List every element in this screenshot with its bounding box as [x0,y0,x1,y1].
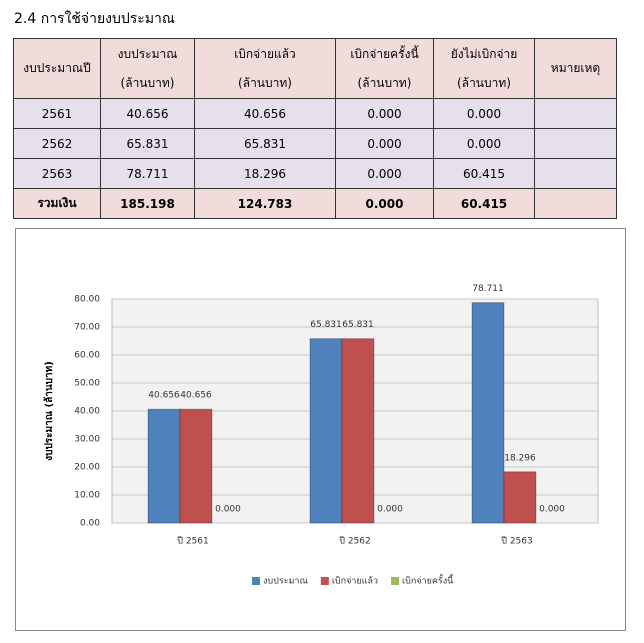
cell: 65.831 [100,128,195,159]
cell: 60.415 [433,158,535,189]
header-row: งบประมาณปี งบประมาณ (ล้านบาท) เบิกจ่ายแล้ว (… [13,38,617,99]
y-tick-label: 10.00 [74,491,100,501]
cell: 60.415 [433,188,535,219]
data-label: 78.711 [472,284,504,294]
header-cell: งบประมาณปี [13,38,101,99]
cell: 0.000 [433,128,535,159]
data-label: 0.000 [377,505,403,515]
header-cell: เบิกจ่ายครั้งนี้ (ล้านบาท) [335,38,434,99]
data-label: 65.831 [310,320,342,330]
header-cell: ยังไม่เบิกจ่าย (ล้านบาท) [433,38,535,99]
cell: 0.000 [433,98,535,129]
total-row: รวมเงิน 185.198 124.783 0.000 60.415 [13,188,617,219]
legend-swatch [320,577,329,585]
legend-label: เบิกจ่ายครั้งนี้ [402,574,454,587]
empty-cell [534,188,617,219]
y-tick-label: 50.00 [74,379,100,389]
empty-cell [534,128,617,159]
cell: 0.000 [335,128,434,159]
data-row: 2563 78.711 18.296 0.000 60.415 [13,158,617,189]
y-tick-label: 80.00 [74,295,100,305]
data-label: 0.000 [539,505,565,515]
bar [179,408,213,524]
cell: 18.296 [194,158,336,189]
data-label: 18.296 [504,453,536,463]
header-text: หมายเหตุ [550,61,601,75]
x-tick-label: ปี 2563 [501,536,533,547]
bar [309,338,343,524]
cell: 2562 [13,128,101,159]
cell: 65.831 [194,128,336,159]
header-cell: หมายเหตุ [534,38,617,99]
header-text: (ล้านบาท) [457,75,511,90]
x-tick-label: ปี 2562 [339,536,371,547]
data-row: 2561 40.656 40.656 0.000 0.000 [13,98,617,129]
y-tick-label: 40.00 [74,407,100,417]
y-tick-label: 30.00 [74,435,100,445]
legend-label: เบิกจ่ายแล้ว [332,576,378,587]
cell: รวมเงิน [13,188,101,219]
cell: 0.000 [335,98,434,129]
data-label: 40.656 [148,391,180,401]
cell: 2563 [13,158,101,189]
heading: 2.4 การใช้จ่ายงบประมาณ [14,11,175,27]
header-text: (ล้านบาท) [357,75,412,90]
bar [503,471,537,524]
legend-label: งบประมาณ [263,577,308,587]
y-tick-label: 70.00 [74,323,100,333]
bar [147,408,181,524]
data-label: 0.000 [215,505,241,515]
cell: 40.656 [194,98,336,129]
data-label: 40.656 [180,391,212,401]
y-tick-label: 0.00 [80,519,100,529]
empty-cell [534,158,617,189]
header-text: งบประมาณ [117,46,178,61]
legend-swatch [391,577,400,585]
x-tick-label: ปี 2561 [177,536,209,547]
cell: 0.000 [335,158,434,189]
cell: 78.711 [100,158,195,189]
header-cell: งบประมาณ (ล้านบาท) [100,38,195,99]
y-tick-label: 20.00 [74,463,100,473]
data-row: 2562 65.831 65.831 0.000 0.000 [13,128,617,159]
cell: 124.783 [194,188,336,219]
header-text: งบประมาณปี [23,61,91,75]
legend-swatch [252,577,260,585]
bar [471,302,505,524]
chart-frame: งบประมาณ (ล้านบาท) 0.00 10.00 20.00 30.00 40… [15,228,626,631]
bar [341,338,375,524]
header-text: (ล้านบาท) [238,75,292,90]
header-cell: เบิกจ่ายแล้ว (ล้านบาท) [194,38,336,99]
y-axis-title: งบประมาณ (ล้านบาท) [43,361,55,461]
header-text: เบิกจ่ายครั้งนี้ [350,46,419,61]
cell: 40.656 [100,98,195,129]
chart: งบประมาณ (ล้านบาท) 0.00 10.00 20.00 30.00 40… [43,284,599,587]
y-tick-label: 60.00 [74,351,100,361]
header-text: ยังไม่เบิกจ่าย [450,46,518,61]
data-label: 65.831 [342,320,374,330]
header-text: (ล้านบาท) [120,75,175,90]
empty-cell [534,98,617,129]
cell: 185.198 [100,188,195,219]
cell: 0.000 [335,188,434,219]
cell: 2561 [13,98,101,129]
header-text: เบิกจ่ายแล้ว [234,46,296,61]
budget-table: งบประมาณปี งบประมาณ (ล้านบาท) เบิกจ่ายแล้ว (… [13,38,617,219]
